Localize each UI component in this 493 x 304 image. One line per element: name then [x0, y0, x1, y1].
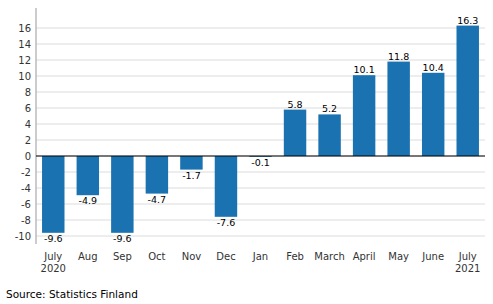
x-tick-label: April: [353, 251, 376, 262]
data-label: -9.6: [44, 233, 63, 244]
grid: [36, 28, 485, 236]
bar: [111, 156, 133, 233]
x-tick-label: July2021: [455, 251, 480, 274]
bar: [457, 26, 479, 156]
x-tick-label: July2020: [41, 251, 66, 274]
grid-line: [36, 76, 485, 77]
y-tick-label: 2: [25, 135, 31, 146]
data-label: -9.6: [113, 233, 132, 244]
x-tick-label-line: Jan: [252, 251, 268, 262]
grid-line: [36, 108, 485, 109]
y-tick-label: -4: [21, 183, 31, 194]
x-tick-label: June: [421, 251, 444, 262]
bar: [42, 156, 64, 233]
x-tick-label-line: 2021: [455, 263, 480, 274]
x-tick-label: Feb: [286, 251, 304, 262]
y-tick-label: 14: [18, 39, 31, 50]
x-tick-label-line: April: [353, 251, 376, 262]
grid-line: [36, 188, 485, 189]
data-label: 5.8: [287, 99, 302, 110]
bar: [215, 156, 237, 217]
y-tick-label: 16: [18, 23, 31, 34]
x-tick-label-line: 2020: [41, 263, 66, 274]
x-tick-label-line: Oct: [148, 251, 165, 262]
x-tick-label: Oct: [148, 251, 165, 262]
x-tick-label-line: June: [421, 251, 444, 262]
x-tick-label-line: Aug: [78, 251, 98, 262]
x-tick-label: Jan: [252, 251, 268, 262]
y-tick-label: -2: [21, 167, 31, 178]
data-label: -0.1: [251, 157, 270, 168]
x-tick-label-line: March: [314, 251, 344, 262]
y-tick-label: 12: [18, 55, 31, 66]
x-tick-label: May: [388, 251, 409, 262]
grid-line: [36, 172, 485, 173]
data-label: -4.9: [79, 195, 98, 206]
data-label: 16.3: [457, 15, 478, 26]
chart-svg: -10 -8 -6 -4 -2 0 2 4 6 8 10 12 14 16 -9.6 -4.9 -9.6 -4.7…: [0, 0, 493, 304]
bar: [284, 110, 306, 156]
x-tick-label-line: July: [43, 251, 62, 262]
source-text: Source: Statistics Finland: [6, 288, 138, 300]
data-label: -1.7: [182, 170, 201, 181]
bars: [42, 26, 479, 233]
grid-line: [36, 124, 485, 125]
y-axis-line: [36, 8, 37, 244]
y-tick-label: 0: [25, 151, 31, 162]
x-tick-label-line: Nov: [182, 251, 202, 262]
bar: [353, 75, 375, 156]
grid-line: [36, 236, 485, 237]
data-label: 10.4: [423, 62, 444, 73]
chart-container: -10 -8 -6 -4 -2 0 2 4 6 8 10 12 14 16 -9.6 -4.9 -9.6 -4.7…: [0, 0, 493, 304]
data-label: 10.1: [354, 64, 375, 75]
x-tick-label: Nov: [182, 251, 202, 262]
bar: [318, 114, 340, 156]
grid-line: [36, 92, 485, 93]
grid-line: [36, 140, 485, 141]
x-tick-label: Dec: [216, 251, 235, 262]
bar: [146, 156, 168, 194]
x-tick-label: March: [314, 251, 344, 262]
grid-line: [36, 204, 485, 205]
data-label: -7.6: [217, 217, 236, 228]
y-tick-label: -6: [21, 199, 31, 210]
data-label: 11.8: [388, 51, 409, 62]
x-tick-label-line: Feb: [286, 251, 304, 262]
x-tick-label-line: May: [388, 251, 409, 262]
bar: [422, 73, 444, 156]
data-label: -4.7: [148, 194, 167, 205]
x-tick-label-line: Dec: [216, 251, 235, 262]
y-tick-label: -8: [21, 215, 31, 226]
y-tick-label: -10: [15, 231, 31, 242]
x-tick-label-line: Sep: [113, 251, 132, 262]
grid-line: [36, 60, 485, 61]
x-tick-label-line: July: [458, 251, 477, 262]
bar: [180, 156, 202, 170]
y-tick-label: 10: [18, 71, 31, 82]
grid-line: [36, 28, 485, 29]
bar: [77, 156, 99, 195]
grid-line: [36, 220, 485, 221]
x-tick-label: Sep: [113, 251, 132, 262]
bar: [387, 62, 409, 156]
y-tick-label: 6: [25, 103, 31, 114]
grid-line: [36, 44, 485, 45]
data-label: 5.2: [322, 103, 337, 114]
x-tick-label: Aug: [78, 251, 98, 262]
y-tick-label: 4: [25, 119, 31, 130]
y-tick-label: 8: [25, 87, 31, 98]
